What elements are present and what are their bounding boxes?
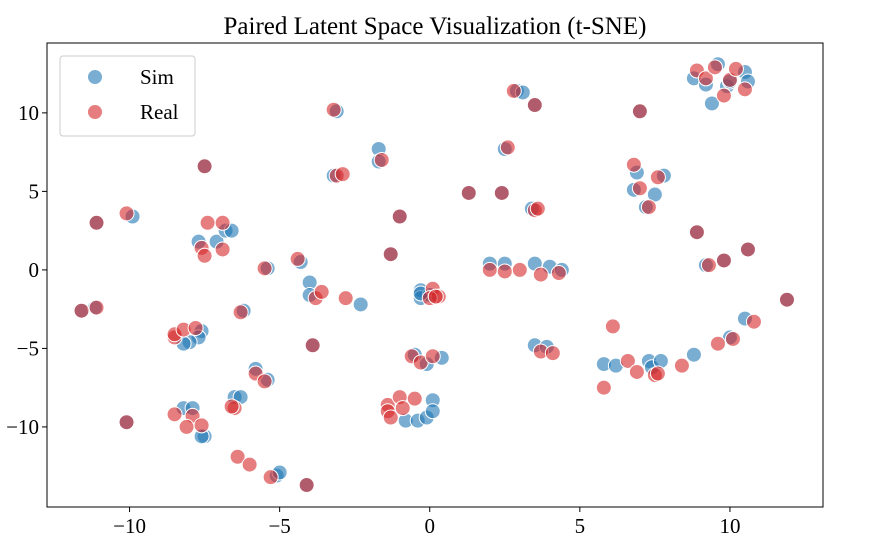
point-real [496,263,513,280]
point-real [688,224,705,241]
point-real [511,261,528,278]
y-tick-label: 10 [18,101,39,125]
point-real [313,283,330,300]
point-real [697,70,714,87]
point-real [178,418,195,435]
point-real [193,417,210,434]
point-real [373,151,390,168]
point-real [493,184,510,201]
point-real [382,409,399,426]
point-sim [685,346,702,363]
legend-label-real: Real [140,100,179,124]
y-tick-label: −10 [6,415,39,439]
point-real [196,247,213,264]
point-real [727,60,744,77]
point-real [460,184,477,201]
x-tick-label: 0 [424,514,435,538]
legend-box [59,55,196,137]
point-real [550,265,567,282]
legend-marker-sim [87,69,103,85]
point-real [199,214,216,231]
point-real [304,337,321,354]
x-tick-label: 5 [575,514,586,538]
point-real [256,260,273,277]
point-real [298,477,315,494]
x-tick-label: −5 [268,514,290,538]
point-real [229,448,246,465]
point-real [427,288,444,305]
point-real [334,166,351,183]
point-real [709,335,726,352]
point-real [715,87,732,104]
point-real [424,348,441,365]
point-real [289,250,306,267]
point-real [214,241,231,258]
point-real [715,252,732,269]
point-real [640,199,657,216]
legend-label-sim: Sim [140,65,174,89]
point-real [232,304,249,321]
chart-title: Paired Latent Space Visualization (t-SNE… [224,13,647,40]
point-real [619,352,636,369]
x-tick-label: 10 [719,514,740,538]
point-real [391,208,408,225]
point-sim [352,296,369,313]
y-tick-label: 5 [29,179,40,203]
point-sim [703,95,720,112]
point-real [526,97,543,114]
point-real [481,261,498,278]
point-real [604,318,621,335]
point-real [118,205,135,222]
x-axis: −10 −5 0 5 10 [113,507,740,538]
x-tick-label: −10 [113,514,146,538]
point-real [88,299,105,316]
legend: Sim Real [59,55,196,137]
point-real [187,319,204,336]
point-real [631,180,648,197]
point-real [382,246,399,263]
point-real [256,373,273,390]
plot-frame [46,42,824,508]
point-real [649,169,666,186]
point-real [214,214,231,231]
point-real [406,390,423,407]
point-real [595,379,612,396]
point-real [745,313,762,330]
point-real [631,103,648,120]
point-real [118,414,135,431]
point-real [736,81,753,98]
point-real [628,363,645,380]
y-tick-label: −5 [17,336,39,360]
points-layer [73,56,795,494]
point-sim [424,403,441,420]
y-axis: −10 −5 0 5 10 [6,101,47,439]
legend-marker-real [87,104,103,120]
point-real [625,156,642,173]
point-real [394,400,411,417]
point-real [706,59,723,76]
point-real [673,357,690,374]
point-real [499,139,516,156]
point-real [778,291,795,308]
point-real [739,241,756,258]
point-real [325,101,342,118]
point-real [544,345,561,362]
point-real [700,257,717,274]
point-real [88,214,105,231]
point-real [223,398,240,415]
point-real [505,82,522,99]
point-real [724,330,741,347]
point-real [241,456,258,473]
y-tick-label: 0 [29,258,40,282]
point-real [196,158,213,175]
point-real [262,469,279,486]
point-real [166,406,183,423]
point-real [73,302,90,319]
point-real [532,266,549,283]
point-real [529,200,546,217]
point-real [649,365,666,382]
point-real [337,290,354,307]
